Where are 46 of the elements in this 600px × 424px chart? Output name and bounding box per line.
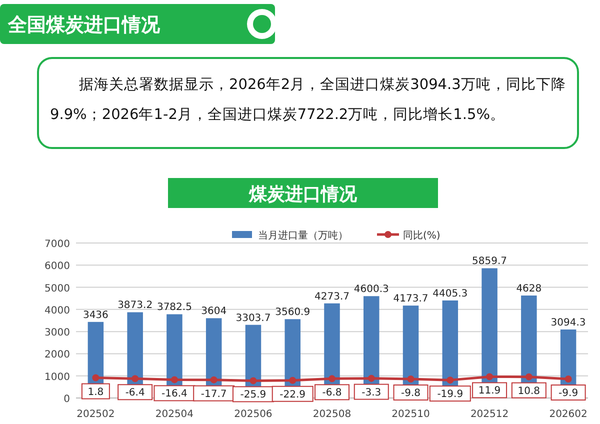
x-tick-label: 202508 [312, 409, 352, 420]
x-tick-label: 202602 [549, 409, 588, 420]
y-tick-label: 0 [64, 394, 70, 405]
y-tick-label: 6000 [44, 261, 70, 272]
y-tick-label: 2000 [44, 350, 70, 361]
data-label: 10.8 [518, 386, 540, 397]
data-label: 4273.7 [314, 291, 350, 302]
data-label: 3303.7 [236, 312, 271, 324]
chart-title: 全国煤炭进口情况 [7, 14, 161, 36]
data-label: -17.7 [200, 388, 227, 400]
data-label: 3782.5 [156, 302, 192, 314]
data-label: 4600.3 [354, 284, 389, 296]
legend-label: 当月进口量（万吨） [258, 230, 348, 242]
legend-label: 同比(%) [403, 230, 440, 242]
x-tick-label: 202512 [470, 409, 509, 420]
data-label: 3560.9 [275, 307, 310, 318]
x-tick-label: 202504 [155, 409, 194, 420]
chart-subtitle: 据海关总署数据显示，2026年2月，全国进口煤炭3094.3万吨，同比下降9.9%；2026年1-2月，全国进口煤炭7722.2万吨，同比增长1.5%。 [50, 76, 567, 125]
data-label: 5859.7 [472, 256, 508, 268]
y-tick-label: 5000 [44, 283, 70, 294]
data-label: -9.8 [401, 388, 421, 399]
data-label: 3873.2 [118, 300, 153, 312]
data-label: 3436 [82, 310, 108, 321]
x-tick-label: 202506 [234, 409, 272, 420]
data-label: -25.9 [240, 390, 266, 401]
y-tick-label: 4000 [44, 305, 70, 316]
data-label: 4628 [516, 284, 542, 295]
data-label: 3094.3 [550, 317, 586, 328]
text: 煤炭进口情况 [248, 184, 358, 205]
x-tick-label: 202502 [76, 409, 115, 420]
data-label: 1.8 [88, 386, 104, 398]
data-label: 4405.3 [432, 288, 468, 300]
y-tick-label: 1000 [44, 372, 70, 383]
y-tick-label: 3000 [44, 328, 70, 339]
data-label: -6.4 [125, 388, 145, 399]
data-label: 11.9 [478, 386, 501, 397]
data-label: -19.9 [437, 389, 464, 400]
data-label: -3.3 [362, 387, 382, 398]
data-label: 4173.7 [393, 294, 428, 305]
y-tick-label: 7000 [44, 239, 70, 250]
x-tick-label: 202510 [392, 409, 430, 420]
data-label: -22.9 [280, 389, 306, 400]
data-label: 3604 [201, 306, 227, 318]
data-label: -16.4 [162, 388, 188, 400]
data-label: -6.8 [322, 388, 342, 399]
data-label: -9.9 [558, 388, 578, 400]
